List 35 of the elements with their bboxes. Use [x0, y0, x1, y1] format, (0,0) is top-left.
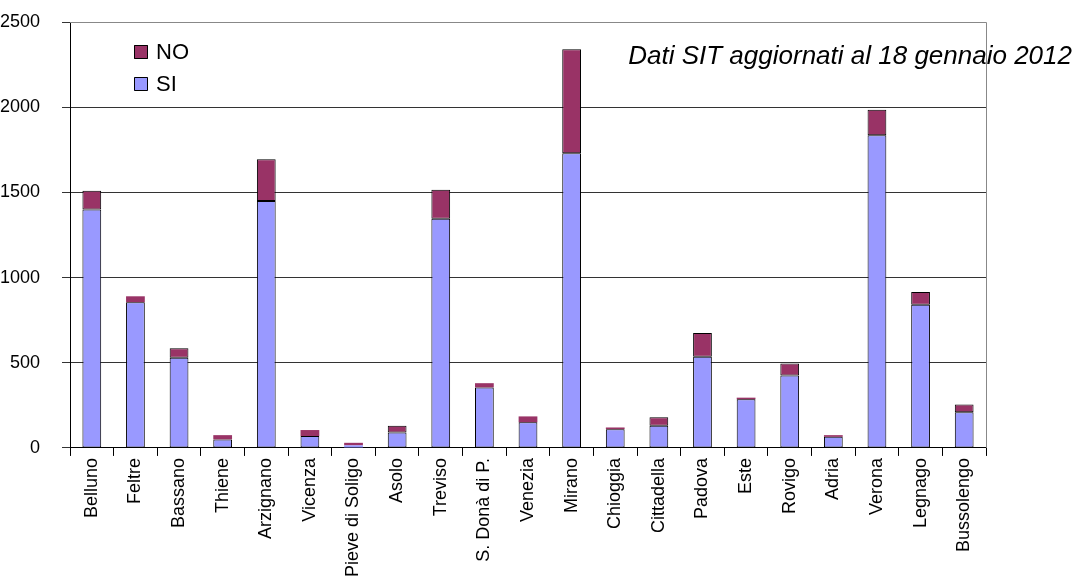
x-tick-label: Asolo	[386, 457, 407, 503]
y-tick-label: 0	[29, 436, 40, 457]
bar	[213, 435, 233, 440]
x-tick-label: Mirano	[560, 457, 581, 513]
bar	[475, 383, 494, 388]
annotation: Dati SIT aggiornati al 18 gennaio 2012	[628, 40, 1073, 70]
bar	[518, 416, 538, 423]
x-tick-label: Legnago	[909, 457, 930, 528]
x-tick-label: Vicenza	[298, 456, 319, 522]
legend-label: SI	[156, 71, 177, 97]
x-tick-label: Rovigo	[778, 457, 799, 514]
bar	[300, 430, 320, 436]
x-tick-label: Belluno	[80, 457, 101, 518]
x-tick-label: Este	[735, 457, 756, 494]
x-tick-label: Adria	[822, 456, 843, 500]
legend-label: NO	[156, 39, 189, 65]
y-tick-label: 2000	[0, 96, 40, 117]
y-tick-label: 1000	[0, 266, 40, 287]
x-tick-label: Verona	[865, 456, 886, 515]
x-tick-label: Venezia	[516, 456, 537, 522]
x-tick-label: Arzignano	[255, 457, 276, 539]
x-tick-label: Bassano	[168, 457, 189, 528]
x-tick-label: Thiene	[211, 457, 232, 513]
x-tick-label: Bussolengo	[953, 457, 974, 552]
x-tick-label: Pieve di Soligo	[342, 457, 363, 577]
x-tick-label: S. Donà di P.	[473, 457, 494, 562]
y-tick-label: 1500	[0, 181, 40, 202]
bar	[126, 296, 145, 303]
x-tick-label: Feltre	[124, 457, 145, 504]
x-tick-label: Padova	[691, 456, 712, 519]
y-tick-label: 2500	[0, 10, 40, 31]
x-tick-label: Chioggia	[604, 456, 625, 529]
y-tick-label: 500	[9, 351, 40, 372]
x-tick-label: Cittadella	[647, 456, 668, 533]
x-tick-label: Treviso	[429, 457, 450, 517]
